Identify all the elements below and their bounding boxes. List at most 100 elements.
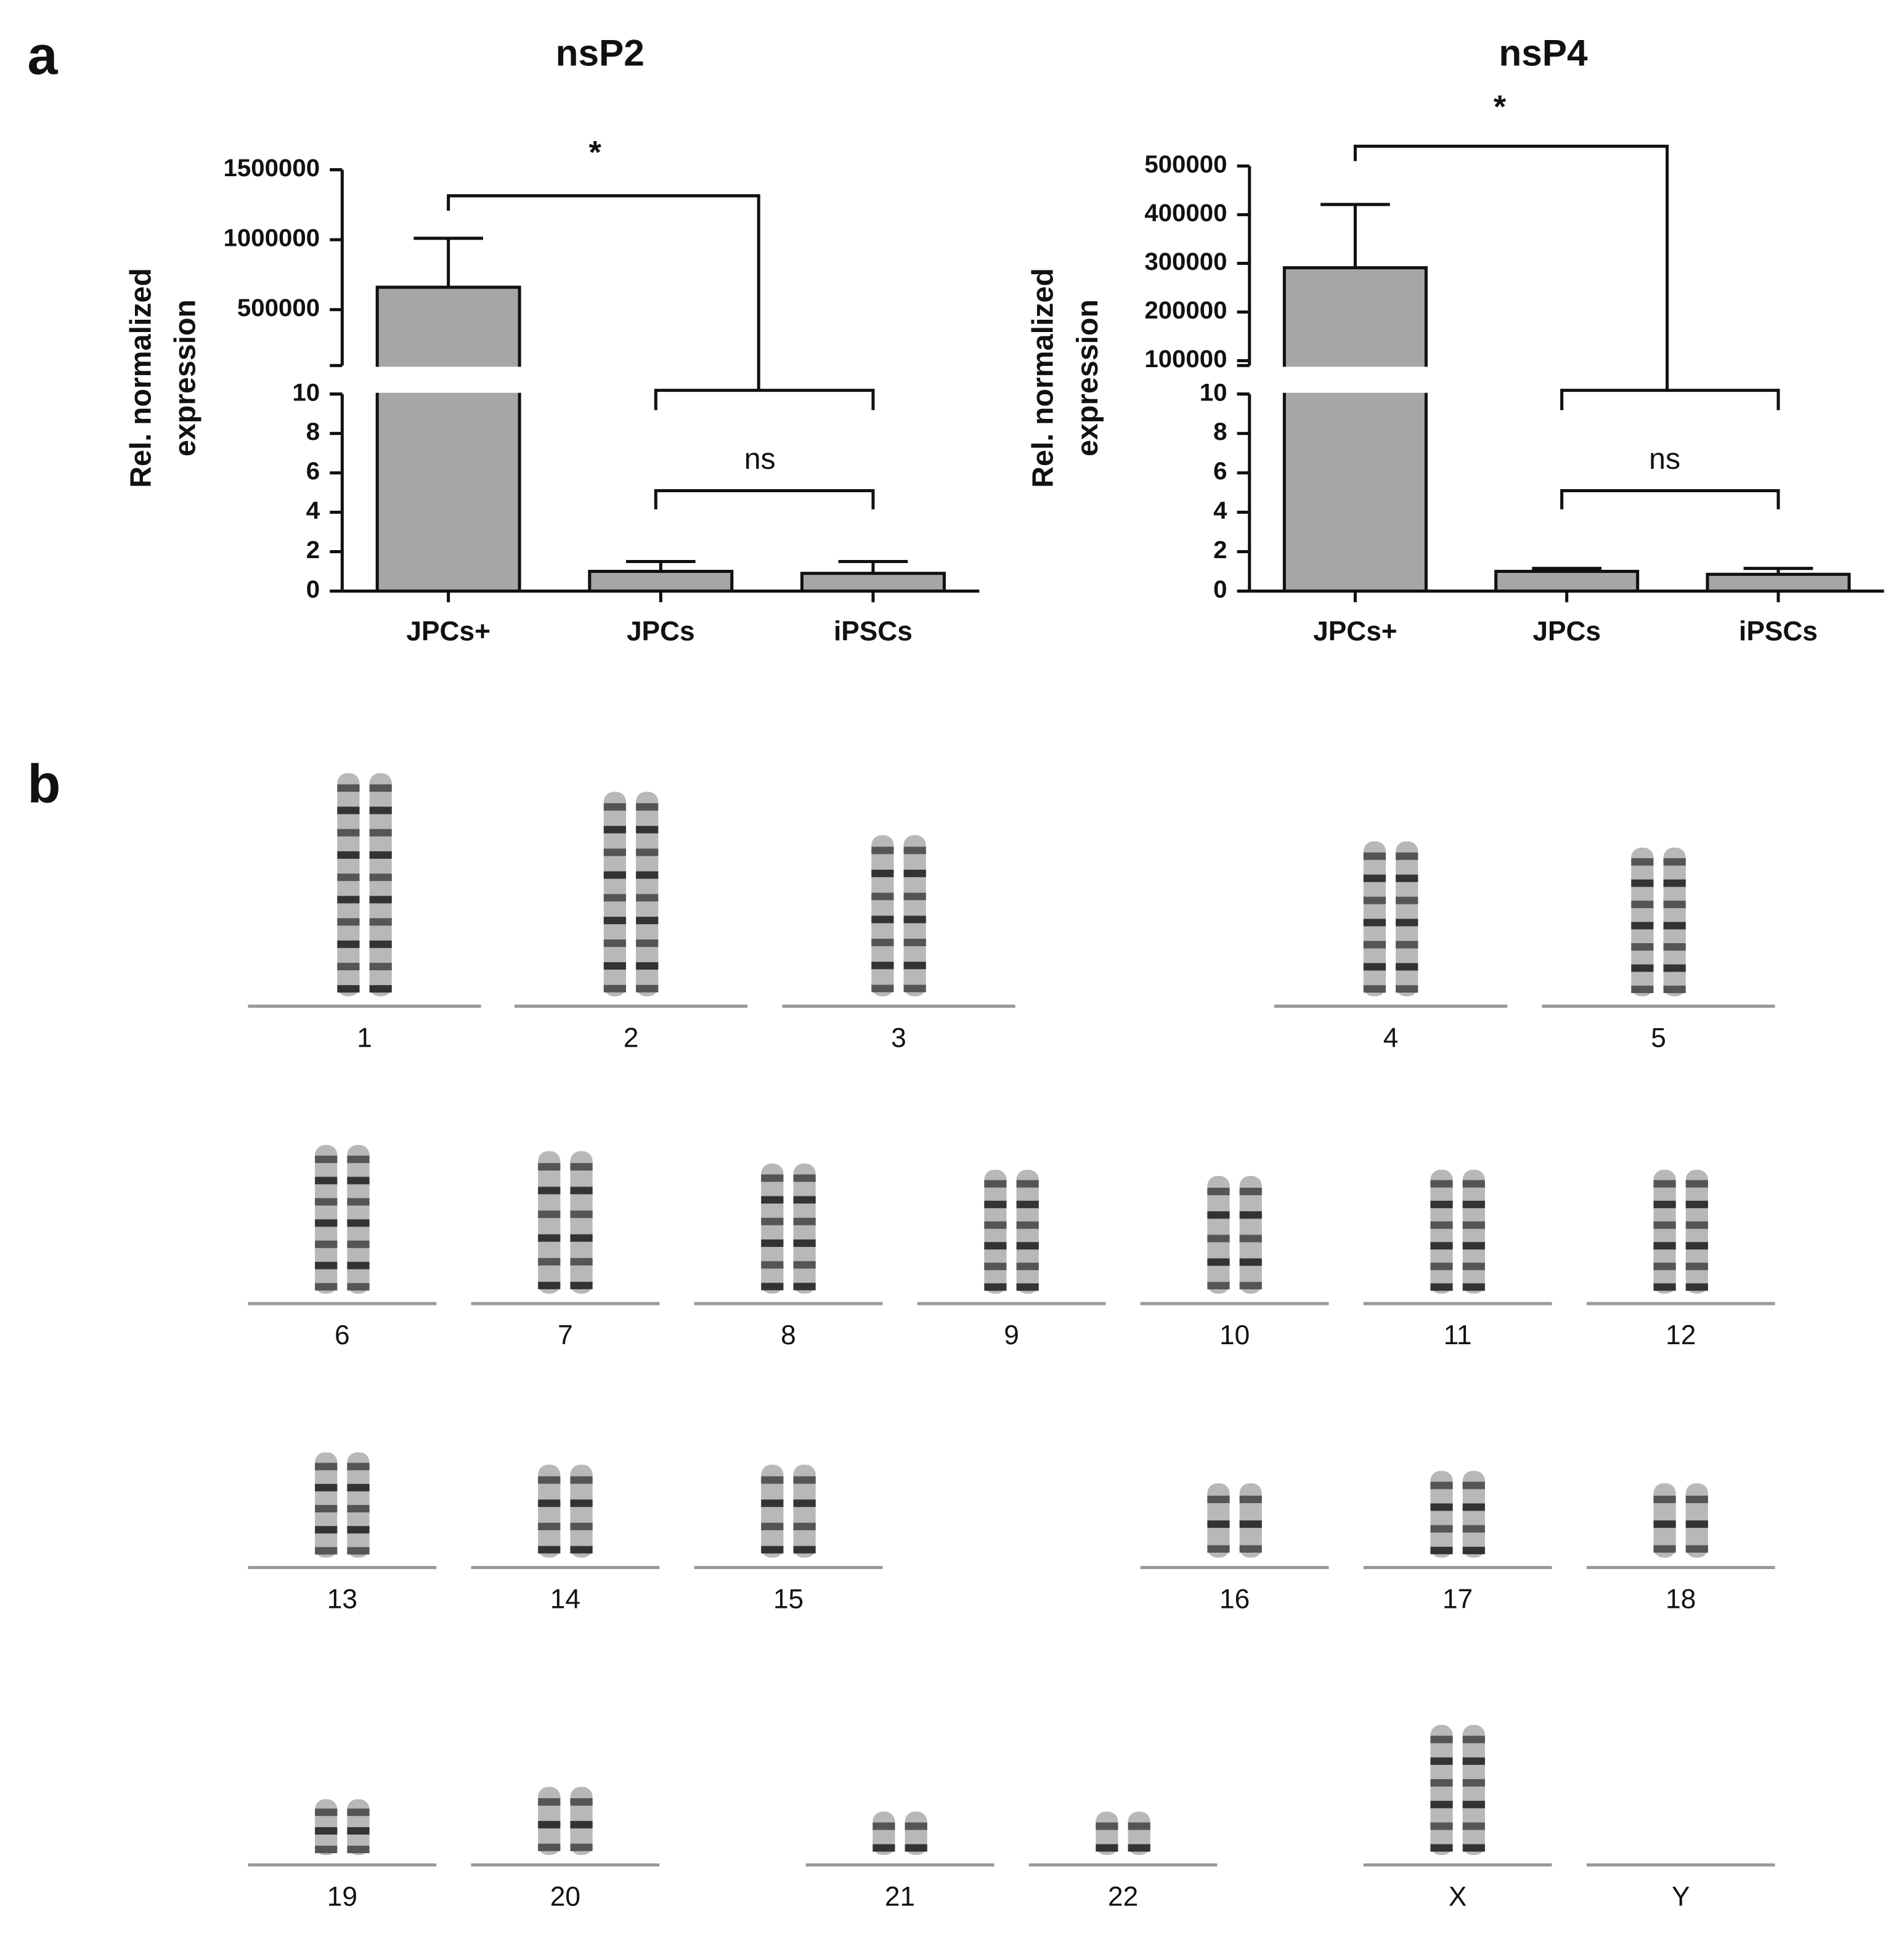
chromosome-band xyxy=(315,1177,338,1185)
chromosome-band xyxy=(1430,1757,1453,1765)
chromosome-label: 21 xyxy=(885,1881,915,1912)
chromosome-band xyxy=(761,1499,784,1507)
chromosome-band xyxy=(761,1239,784,1247)
chromosome-band xyxy=(347,1846,370,1854)
chromosome-band xyxy=(1653,1221,1676,1229)
chromosome-band xyxy=(793,1546,816,1554)
chromosome xyxy=(538,1151,561,1294)
axis-break-gap xyxy=(372,367,525,393)
chromosome-band xyxy=(1462,1221,1485,1229)
chromosome-band xyxy=(871,869,894,877)
chromosome xyxy=(1016,1169,1039,1294)
chromosome-band xyxy=(636,917,659,925)
chromosome-band xyxy=(603,984,626,992)
bar xyxy=(375,285,521,593)
significance-label: ns xyxy=(1649,442,1680,476)
chromosome xyxy=(1653,1169,1676,1294)
significance-bracket xyxy=(447,194,760,391)
chromosome-label: 5 xyxy=(1651,1023,1666,1053)
chromosome-band xyxy=(1685,1545,1709,1553)
chromosome-band xyxy=(1462,1262,1485,1270)
chromosome-label: 1 xyxy=(357,1023,372,1053)
chromosome-band xyxy=(1653,1495,1676,1503)
chromosome-band xyxy=(1462,1801,1485,1809)
chromosome-band xyxy=(871,893,894,901)
chromosome-band xyxy=(1685,1221,1709,1229)
chromosome-band xyxy=(905,1822,927,1830)
chromosome-band xyxy=(315,1483,338,1491)
chromosome-band xyxy=(603,962,626,970)
chromosome-band xyxy=(1430,1779,1453,1787)
chromosome-label: Y xyxy=(1672,1881,1690,1912)
chromosome-band xyxy=(761,1217,784,1225)
chromosome-band xyxy=(1128,1822,1150,1830)
chromosome-band xyxy=(1207,1545,1230,1553)
chromosome-band xyxy=(1631,901,1654,909)
chromosome-band xyxy=(1016,1201,1039,1209)
chromosome-band xyxy=(1363,896,1386,904)
chromosome-band xyxy=(1653,1262,1676,1270)
chromosome-band xyxy=(1363,941,1386,949)
chromosome-band xyxy=(570,1499,593,1507)
chromosome-band xyxy=(538,1522,561,1530)
chromosome-band xyxy=(1363,852,1386,860)
chromosome-band xyxy=(369,962,392,970)
chromosome-band xyxy=(538,1234,561,1242)
chromosome-band xyxy=(761,1522,784,1530)
chromosome xyxy=(570,1151,593,1294)
chromosome-band xyxy=(984,1242,1007,1250)
chromosome-band xyxy=(369,940,392,948)
chromosome-band xyxy=(538,1258,561,1266)
x-tick-label: JPCs xyxy=(1532,617,1601,647)
chromosome-band xyxy=(1685,1520,1709,1528)
chromosome-band xyxy=(793,1174,816,1182)
chromosome-band xyxy=(1653,1283,1676,1291)
chromosome-band xyxy=(369,829,392,837)
axis-break-gap xyxy=(1279,367,1431,393)
chromosome-band xyxy=(1462,1242,1485,1250)
chromosome-band xyxy=(1430,1201,1453,1209)
chromosome-band xyxy=(793,1217,816,1225)
chromosome-band xyxy=(1207,1258,1230,1266)
chromosome-band xyxy=(1462,1283,1485,1291)
y-axis-label: expression xyxy=(1071,299,1104,456)
chromosome-band xyxy=(636,825,659,834)
x-tick-label: JPCs+ xyxy=(406,617,490,647)
chromosome-band xyxy=(1363,985,1386,993)
chromosome-band xyxy=(369,896,392,904)
chromosome-band xyxy=(903,984,926,992)
chromosome-band xyxy=(793,1499,816,1507)
chromosome-band xyxy=(1016,1242,1039,1250)
chromosome-band xyxy=(315,1504,338,1513)
chromosome-band xyxy=(337,896,360,904)
chromosome-band xyxy=(1430,1180,1453,1188)
chromosome-band xyxy=(1239,1281,1262,1289)
chromosome-band xyxy=(1462,1546,1485,1554)
y-tick-label: 2 xyxy=(306,536,320,564)
chromosome xyxy=(793,1464,816,1558)
y-tick-label: 6 xyxy=(306,457,320,485)
chromosome xyxy=(538,1464,561,1558)
chromosome-band xyxy=(1396,852,1418,860)
chromosome-band xyxy=(1430,1735,1453,1743)
chromosome-label: 15 xyxy=(773,1584,804,1615)
chromosome-band xyxy=(793,1283,816,1291)
chromosome-band xyxy=(1396,919,1418,927)
chromosome-band xyxy=(347,1198,370,1206)
significance-bracket xyxy=(654,489,875,509)
chromosome-band xyxy=(1096,1822,1118,1830)
chromosome-band xyxy=(1663,922,1686,930)
chromosome-band xyxy=(1462,1844,1485,1852)
chromosome-band xyxy=(538,1546,561,1554)
chromosome-band xyxy=(1663,858,1686,866)
chromosome-band xyxy=(984,1180,1007,1188)
chromosome-label: 3 xyxy=(891,1023,906,1053)
chromosome-band xyxy=(871,915,894,923)
chromosome-band xyxy=(1430,1283,1453,1291)
chromosome-band xyxy=(1663,879,1686,887)
chromosome-band xyxy=(761,1546,784,1554)
chromosome-label: 17 xyxy=(1442,1584,1473,1615)
chromosome-band xyxy=(570,1476,593,1484)
y-tick-label: 10 xyxy=(292,378,320,406)
chromosome-band xyxy=(1653,1180,1676,1188)
